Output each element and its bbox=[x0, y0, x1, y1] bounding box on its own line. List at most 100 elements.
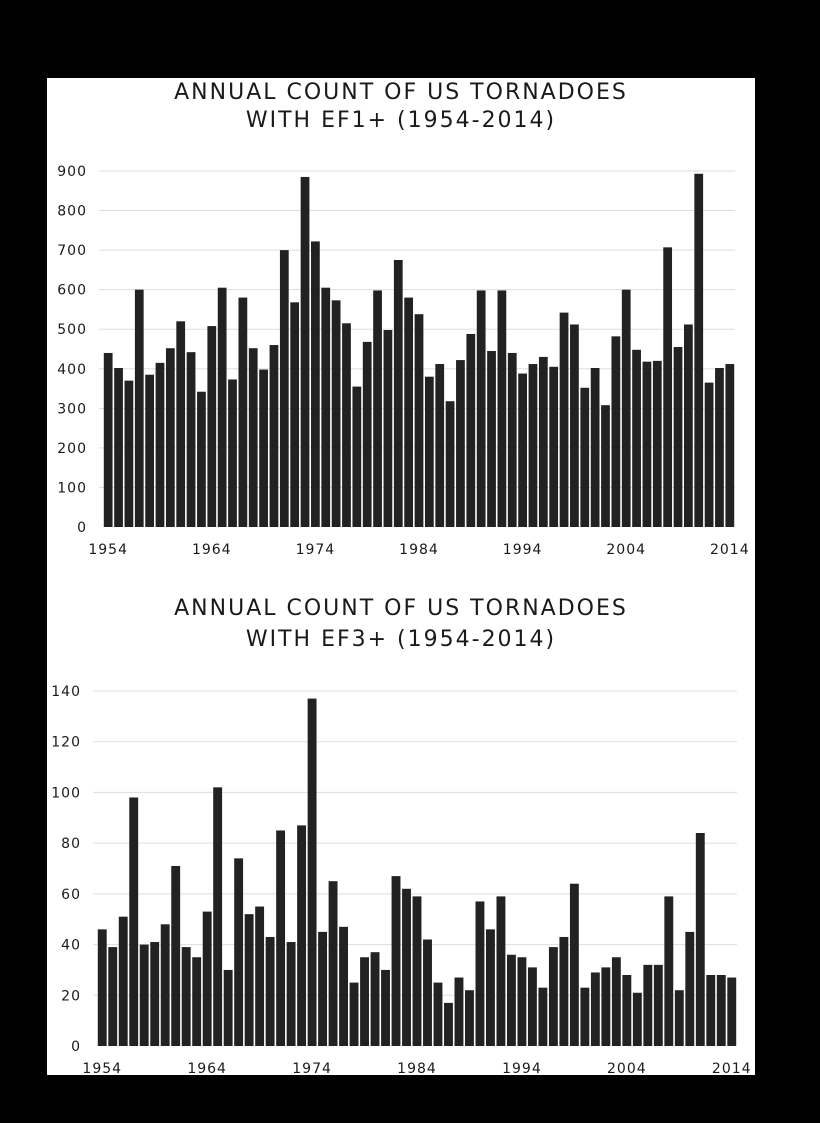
ef3-bar-2012 bbox=[706, 975, 716, 1046]
ef3-bar-1982 bbox=[391, 876, 401, 1046]
ef3-bar-1984 bbox=[412, 896, 422, 1046]
ef3-bar-1964 bbox=[202, 911, 212, 1046]
ef1-y-tick-label: 800 bbox=[57, 204, 87, 220]
ef1-bar-1978 bbox=[352, 386, 362, 527]
ef1-bar-1969 bbox=[259, 369, 268, 527]
chart-1-subtitle: WITH EF1+ (1954-2014) bbox=[245, 108, 557, 133]
ef3-bar-1992 bbox=[496, 896, 506, 1046]
ef3-bar-1978 bbox=[349, 982, 359, 1046]
ef3-bar-1969 bbox=[255, 906, 265, 1046]
ef3-bar-2008 bbox=[664, 896, 674, 1046]
ef3-bar-1995 bbox=[527, 967, 537, 1046]
ef1-bar-1990 bbox=[476, 290, 486, 527]
ef1-bar-2014 bbox=[725, 364, 735, 527]
ef3-bar-1959 bbox=[150, 942, 160, 1046]
ef1-y-tick-label: 200 bbox=[57, 441, 87, 457]
ef1-bar-1997 bbox=[549, 366, 559, 527]
ef1-bar-1957 bbox=[134, 289, 144, 527]
ef1-bar-2010 bbox=[683, 324, 693, 527]
ef1-y-tick-label: 700 bbox=[57, 243, 87, 259]
ef1-bar-1956 bbox=[124, 380, 134, 527]
ef1-x-tick-label: 2014 bbox=[710, 542, 750, 558]
ef3-bar-1965 bbox=[213, 787, 223, 1046]
ef1-bar-1963 bbox=[197, 391, 206, 527]
ef3-bar-1961 bbox=[171, 865, 181, 1046]
ef1-bar-1958 bbox=[145, 374, 155, 527]
ef3-y-tick-label: 60 bbox=[61, 887, 81, 903]
ef3-bar-1971 bbox=[276, 830, 286, 1046]
ef3-y-tick-label: 0 bbox=[71, 1039, 81, 1055]
ef3-bar-1989 bbox=[465, 990, 474, 1046]
chart-2-subtitle: WITH EF3+ (1954-2014) bbox=[245, 627, 557, 652]
ef3-bar-2001 bbox=[590, 972, 600, 1046]
ef1-bar-1962 bbox=[186, 352, 196, 527]
chart-2-title: ANNUAL COUNT OF US TORNADOES bbox=[174, 596, 628, 621]
ef1-bar-1972 bbox=[290, 302, 300, 527]
ef1-y-tick-label: 400 bbox=[57, 362, 87, 378]
ef1-bar-1968 bbox=[248, 348, 258, 527]
ef1-bar-1992 bbox=[497, 290, 507, 527]
ef1-bar-2011 bbox=[694, 173, 704, 527]
ef3-bar-2000 bbox=[580, 987, 590, 1046]
ef3-bar-1974 bbox=[307, 698, 317, 1046]
ef3-y-tick-label: 40 bbox=[61, 938, 81, 954]
ef3-bar-1985 bbox=[423, 939, 432, 1046]
ef1-x-tick-label: 1984 bbox=[399, 542, 439, 558]
ef3-x-tick-label: 1994 bbox=[502, 1061, 542, 1075]
ef3-bar-2002 bbox=[601, 967, 611, 1046]
ef3-bar-1991 bbox=[485, 929, 495, 1046]
ef1-bar-1984 bbox=[414, 314, 424, 527]
ef3-y-tick-label: 140 bbox=[51, 684, 81, 700]
ef1-bar-2013 bbox=[715, 367, 724, 527]
ef3-bar-1960 bbox=[160, 924, 170, 1046]
ef3-bar-1977 bbox=[339, 926, 349, 1046]
ef1-bar-1977 bbox=[342, 323, 351, 527]
ef3-bar-1998 bbox=[559, 936, 569, 1046]
ef1-bar-2000 bbox=[580, 387, 590, 527]
ef1-bar-1964 bbox=[207, 326, 217, 527]
ef1-bar-2012 bbox=[704, 382, 714, 527]
ef3-bar-1996 bbox=[538, 987, 548, 1046]
ef3-bar-2014 bbox=[727, 977, 737, 1046]
ef1-bar-1987 bbox=[445, 401, 455, 527]
ef3-bar-2011 bbox=[695, 833, 705, 1046]
ef3-bar-2007 bbox=[653, 964, 663, 1046]
ef1-bar-1976 bbox=[331, 300, 341, 527]
ef3-bar-1986 bbox=[433, 982, 443, 1046]
ef1-bar-1995 bbox=[528, 364, 538, 527]
ef3-bar-1973 bbox=[297, 825, 307, 1046]
ef1-bar-1999 bbox=[570, 324, 579, 527]
ef1-bar-1986 bbox=[435, 364, 445, 527]
ef1-bar-2008 bbox=[663, 247, 673, 527]
ef1-bar-1989 bbox=[466, 333, 476, 527]
ef1-bar-2003 bbox=[611, 336, 621, 527]
ef3-bar-1988 bbox=[454, 977, 464, 1046]
ef1-bar-1996 bbox=[538, 356, 548, 527]
ef3-bar-1999 bbox=[569, 883, 579, 1046]
ef1-x-tick-label: 1994 bbox=[503, 542, 543, 558]
ef3-bar-2006 bbox=[643, 964, 653, 1046]
ef3-bar-1954 bbox=[97, 929, 107, 1046]
ef3-bar-1983 bbox=[402, 888, 411, 1046]
ef3-y-tick-label: 20 bbox=[61, 988, 81, 1004]
ef3-bar-1967 bbox=[234, 858, 244, 1046]
ef3-bar-1962 bbox=[181, 947, 191, 1046]
ef3-bar-1963 bbox=[192, 957, 202, 1046]
ef1-bar-1975 bbox=[321, 287, 331, 527]
ef3-bar-1957 bbox=[129, 797, 139, 1046]
ef1-bar-1988 bbox=[456, 360, 465, 527]
ef1-bar-1979 bbox=[362, 341, 372, 527]
ef1-bar-1965 bbox=[217, 287, 227, 527]
ef1-x-tick-label: 1954 bbox=[88, 542, 128, 558]
ef1-bar-2005 bbox=[632, 349, 641, 527]
ef3-bar-1981 bbox=[381, 969, 390, 1046]
ef1-bar-1998 bbox=[559, 312, 569, 527]
ef1-x-tick-label: 1974 bbox=[296, 542, 336, 558]
ef3-bar-1987 bbox=[444, 1002, 453, 1046]
ef3-bar-2009 bbox=[674, 990, 684, 1046]
ef3-bar-1976 bbox=[328, 881, 338, 1046]
ef3-bar-1975 bbox=[318, 931, 328, 1046]
ef1-y-tick-label: 500 bbox=[57, 322, 87, 338]
ef3-bar-1980 bbox=[370, 952, 380, 1046]
ef1-bar-1994 bbox=[518, 373, 527, 527]
